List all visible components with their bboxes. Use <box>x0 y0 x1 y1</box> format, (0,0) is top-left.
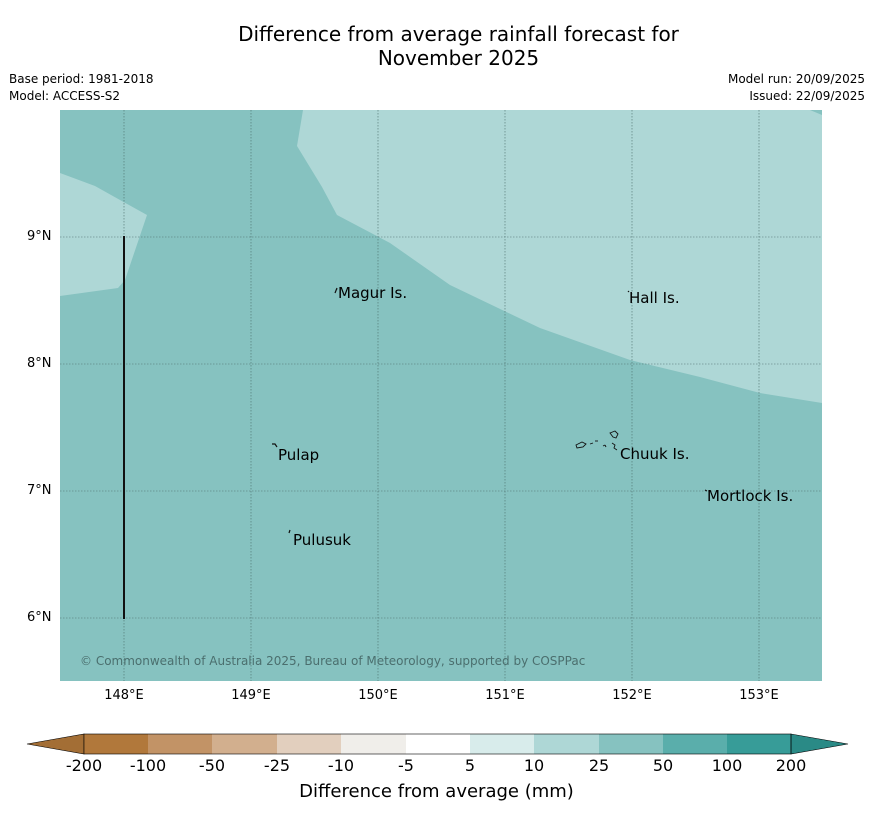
cbar-bin-5 <box>341 734 406 754</box>
x-tick-148e: 148°E <box>104 688 144 703</box>
island-pulap <box>272 443 278 448</box>
cbar-extend-high <box>790 733 849 755</box>
cbar-label-m25: -25 <box>263 756 291 775</box>
colorbar-title: Difference from average (mm) <box>299 781 574 802</box>
x-tick-153e: 153°E <box>739 688 779 703</box>
meta-left: Base period: 1981-2018 Model: ACCESS-S2 <box>9 71 154 105</box>
cbar-bin-1 <box>84 734 148 754</box>
cbar-bin-2 <box>148 734 212 754</box>
cbar-label-m5: -5 <box>398 756 414 775</box>
issued-date: Issued: 22/09/2025 <box>749 89 865 103</box>
island-chuuk <box>575 430 619 451</box>
islands <box>272 287 708 534</box>
cbar-bin-3 <box>212 734 277 754</box>
y-tick-7n: 7°N <box>27 483 52 498</box>
place-chuuk: Chuuk Is. <box>620 445 690 463</box>
place-pulap: Pulap <box>278 446 320 464</box>
cbar-bin-8 <box>534 734 599 754</box>
island-magur <box>334 287 338 294</box>
x-tick-151e: 151°E <box>485 688 525 703</box>
title-line-2: November 2025 <box>377 46 540 70</box>
chart-title: Difference from average rainfall forecas… <box>0 22 873 70</box>
x-tick-152e: 152°E <box>612 688 652 703</box>
cbar-label-10: 10 <box>523 756 545 775</box>
place-hall: Hall Is. <box>629 289 680 307</box>
cbar-bin-7 <box>470 734 534 754</box>
y-tick-6n: 6°N <box>27 610 52 625</box>
base-period: Base period: 1981-2018 <box>9 72 154 86</box>
cbar-label-100: 100 <box>711 756 743 775</box>
model-name: Model: ACCESS-S2 <box>9 89 121 103</box>
place-mortlock: Mortlock Is. <box>707 487 794 505</box>
region-10-25-west <box>60 173 147 296</box>
cbar-label-m100: -100 <box>129 756 167 775</box>
cbar-bin-4 <box>277 734 341 754</box>
cbar-label-m200: -200 <box>65 756 103 775</box>
cbar-label-25: 25 <box>588 756 610 775</box>
cbar-label-5: 5 <box>464 756 476 775</box>
cbar-frame <box>83 733 792 755</box>
x-tick-150e: 150°E <box>358 688 398 703</box>
x-tick-149e: 149°E <box>231 688 271 703</box>
cbar-label-m10: -10 <box>327 756 355 775</box>
island-mortlock <box>704 489 708 492</box>
cbar-bin-10 <box>663 734 727 754</box>
cbar-bin-9 <box>599 734 663 754</box>
island-hall <box>627 290 630 293</box>
meta-right: Model run: 20/09/2025 Issued: 22/09/2025 <box>728 71 865 105</box>
copyright-notice: © Commonwealth of Australia 2025, Bureau… <box>80 654 586 668</box>
place-pulusuk: Pulusuk <box>293 531 351 549</box>
region-10-25-northeast <box>297 110 822 403</box>
place-magur: Magur Is. <box>338 284 408 302</box>
y-tick-8n: 8°N <box>27 356 52 371</box>
cbar-label-50: 50 <box>652 756 674 775</box>
cbar-label-m50: -50 <box>198 756 226 775</box>
cbar-label-200: 200 <box>775 756 807 775</box>
title-line-1: Difference from average rainfall forecas… <box>238 22 679 46</box>
island-pulusuk <box>288 529 291 534</box>
y-tick-9n: 9°N <box>27 229 52 244</box>
cbar-extend-low <box>26 733 85 755</box>
cbar-bin-6 <box>406 734 470 754</box>
cbar-bin-11 <box>727 734 791 754</box>
model-run: Model run: 20/09/2025 <box>727 72 865 86</box>
